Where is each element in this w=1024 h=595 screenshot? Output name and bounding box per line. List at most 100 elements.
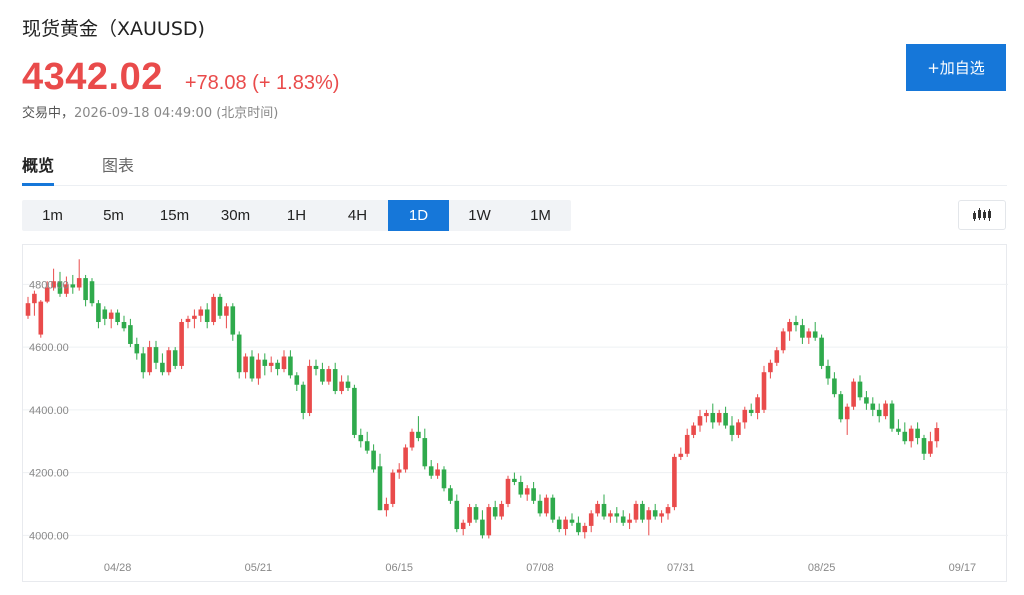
period-1mo[interactable]: 1M	[530, 207, 551, 224]
candle-body	[198, 309, 204, 316]
candle-body	[851, 381, 856, 407]
candle-body	[435, 469, 440, 476]
candle-body	[595, 503, 600, 514]
candle-body	[364, 441, 370, 451]
candle-body	[716, 412, 722, 423]
candle-body	[441, 469, 447, 489]
price-chart[interactable]: 4000.00 4200.00 4400.00 4600.00 4800.00 04/28…	[22, 244, 1008, 582]
candle-body	[761, 372, 767, 410]
candle-body	[857, 381, 863, 398]
x-tick-label: 05/21	[245, 562, 273, 574]
candle-body	[179, 322, 184, 366]
y-tick-label: 4200.00	[29, 468, 69, 480]
candle-body	[371, 450, 376, 470]
candle-body	[742, 409, 748, 423]
candle-body	[384, 503, 389, 511]
candle-body	[89, 281, 95, 304]
period-1h[interactable]: 1H	[286, 207, 307, 224]
candle-body	[652, 510, 658, 517]
candle-body	[537, 500, 543, 514]
candle-body	[531, 488, 536, 501]
candle-body	[32, 293, 37, 304]
period-1m[interactable]: 1m	[42, 207, 63, 224]
candle-body	[358, 434, 364, 442]
status-label: 交易中，	[22, 106, 75, 121]
price-change: +78.08 (+ 1.83%)	[184, 72, 340, 94]
timestamp: 2026-09-18 04:49:00 (北京时间)	[74, 106, 279, 121]
x-tick-label: 06/15	[385, 562, 413, 574]
candle-body	[870, 403, 876, 410]
candle-body	[332, 369, 338, 392]
x-tick-label: 07/08	[526, 562, 554, 574]
tab-chart[interactable]: 图表	[102, 156, 135, 175]
period-30m[interactable]: 30m	[220, 207, 251, 224]
candle-body	[646, 510, 652, 520]
candle-body	[902, 431, 908, 442]
candle-body	[819, 337, 824, 366]
candle-body	[134, 343, 140, 354]
tab-overview[interactable]: 概览	[22, 152, 55, 186]
candle-body	[76, 278, 82, 288]
candle-body	[550, 497, 556, 520]
candle-body	[812, 331, 818, 338]
candle-body	[620, 516, 626, 523]
candle-body	[748, 409, 754, 413]
period-1d[interactable]: 1D	[388, 200, 449, 231]
candle-body	[224, 306, 229, 316]
candle-body	[128, 325, 133, 344]
candle-body	[64, 284, 69, 294]
period-4h[interactable]: 4H	[347, 207, 368, 224]
candle-body	[524, 488, 530, 495]
candle-body	[736, 422, 741, 435]
candle-body	[147, 347, 152, 373]
candle-body	[780, 331, 786, 351]
candle-body	[268, 362, 274, 366]
chart-type-button[interactable]	[958, 200, 1006, 230]
candle-body	[115, 312, 120, 323]
candle-body	[320, 369, 325, 382]
candle-body	[678, 453, 684, 457]
candle-body	[921, 438, 927, 454]
candle-body	[934, 428, 940, 442]
candle-body	[710, 412, 716, 423]
candle-body	[307, 365, 312, 413]
candle-body	[217, 296, 223, 316]
candle-body	[608, 513, 613, 517]
candle-body	[806, 331, 812, 338]
candle-body	[288, 356, 293, 376]
candle-body	[883, 403, 888, 417]
period-15m[interactable]: 15m	[159, 207, 190, 224]
candle-body	[633, 503, 639, 520]
candle-body	[192, 315, 197, 319]
candle-body	[723, 412, 728, 426]
candle-body	[448, 488, 453, 501]
candle-body	[249, 356, 255, 379]
candle-body	[313, 365, 319, 370]
candlestick-chart: 4000.00 4200.00 4400.00 4600.00 4800.00 04/28…	[23, 259, 1008, 574]
candle-body	[864, 397, 869, 404]
candle-body	[755, 397, 760, 413]
x-tick-label: 07/31	[667, 562, 695, 574]
candle-body	[339, 381, 344, 392]
candle-body	[230, 306, 236, 335]
candle-body	[774, 350, 780, 363]
candle-body	[832, 378, 837, 395]
period-1w[interactable]: 1W	[468, 207, 491, 224]
candle-body	[768, 362, 773, 373]
candle-body	[377, 466, 383, 511]
add-to-watchlist-button[interactable]: +加自选	[906, 44, 1006, 91]
candle-body	[390, 472, 396, 504]
candle-body	[915, 428, 920, 439]
candle-body	[518, 481, 524, 495]
candle-body	[70, 284, 76, 288]
trading-status: 交易中，2026-09-18 04:49:00 (北京时间)	[22, 102, 278, 121]
candle-body	[659, 513, 664, 517]
candle-body	[480, 519, 485, 536]
period-selector: 1m 5m 15m 30m 1H 4H 1D 1W 1M	[22, 200, 571, 231]
period-5m[interactable]: 5m	[103, 207, 124, 224]
candle-body	[473, 507, 479, 520]
candle-body	[793, 322, 799, 326]
candle-body	[326, 369, 332, 382]
candle-body	[588, 513, 594, 526]
y-tick-label: 4000.00	[29, 530, 69, 542]
